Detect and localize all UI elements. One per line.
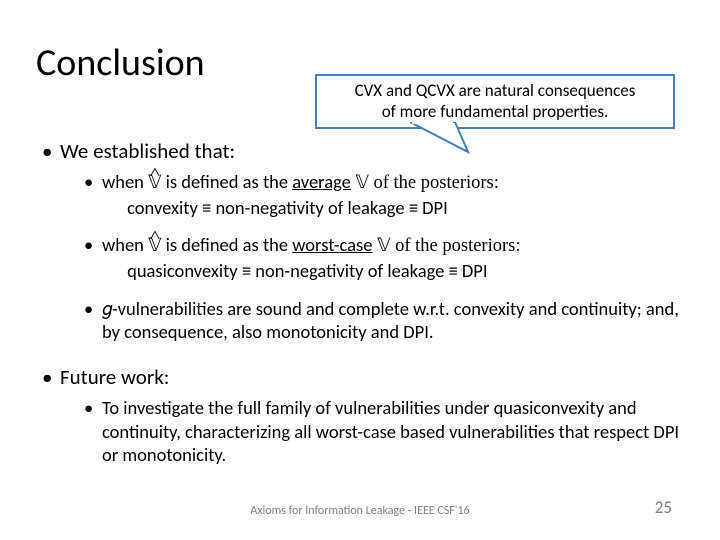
txt: when <box>102 170 148 193</box>
slide-title: Conclusion <box>36 40 205 86</box>
txt: is defined as the <box>161 233 292 256</box>
established-bullet-1: when 𝕍 is defined as the average 𝕍 of th… <box>40 170 680 219</box>
footer-text: Axioms for Information Leakage - IEEE CS… <box>250 504 469 518</box>
future-heading: Future work: <box>40 364 680 390</box>
page-number: 25 <box>655 497 672 518</box>
established-bullet-3: 𝑔-vulnerabilities are sound and complete… <box>40 297 680 344</box>
vhat-symbol: 𝕍 <box>148 172 161 196</box>
txt: 𝕍 of the posteriors: <box>372 236 520 256</box>
txt: convexity ≡ non-negativity of leakage ≡ … <box>127 196 448 219</box>
established-bullet-2: when 𝕍 is defined as the worst-case 𝕍 of… <box>40 233 680 282</box>
callout-box: CVX and QCVX are natural consequences of… <box>315 74 675 129</box>
vhat-symbol: 𝕍 <box>148 235 161 259</box>
content-area: We established that: when 𝕍 is defined a… <box>40 138 680 481</box>
txt: quasiconvexity ≡ non-negativity of leaka… <box>127 259 487 282</box>
txt: when <box>102 233 148 256</box>
established-heading: We established that: <box>40 138 680 164</box>
txt: 𝕍 of the posteriors: <box>351 173 499 193</box>
future-bullet: To investigate the full family of vulner… <box>40 396 680 467</box>
txt: is defined as the <box>161 170 292 193</box>
callout-line1: CVX and QCVX are natural consequences <box>355 80 636 101</box>
avg-underline: average <box>292 170 351 193</box>
callout-line2: of more fundamental properties. <box>382 101 609 122</box>
worstcase-underline: worst-case <box>292 233 372 256</box>
